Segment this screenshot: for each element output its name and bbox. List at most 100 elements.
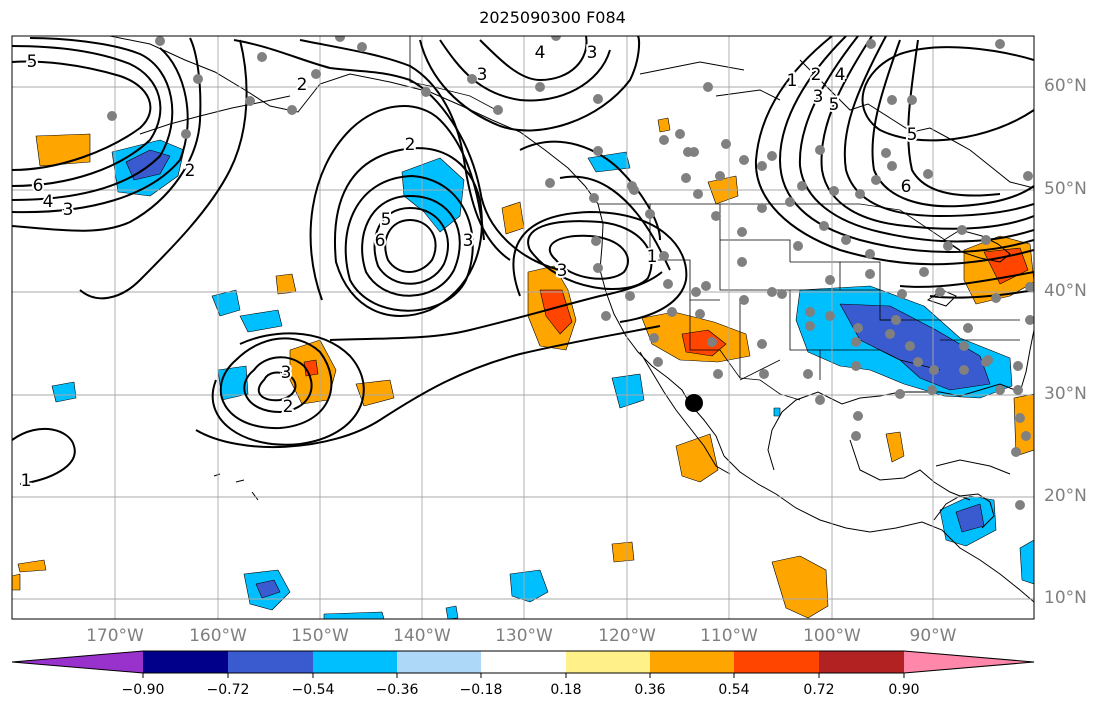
contour-label: 2 — [405, 135, 416, 155]
contour-lines — [12, 36, 1034, 485]
station-dot — [311, 69, 321, 79]
contour-label: 5 — [907, 125, 918, 145]
contour-label: 2 — [297, 75, 308, 95]
colorbar-extend-max — [904, 651, 1034, 673]
colorbar-tick-label: −0.54 — [291, 682, 335, 698]
station-dot — [691, 287, 701, 297]
station-dot — [885, 329, 895, 339]
anomaly-shading — [12, 117, 1034, 619]
anomaly-region — [1013, 393, 1034, 457]
station-dot — [649, 333, 659, 343]
station-dot — [739, 295, 749, 305]
station-dot — [421, 87, 431, 97]
contour-label: 1 — [787, 71, 798, 91]
longitude-label: 160°W — [189, 626, 247, 646]
contour-label: 5 — [381, 210, 392, 230]
station-dot — [887, 161, 897, 171]
station-dot — [793, 241, 803, 251]
contour-labels: 5 6 4 3 2 2 6 5 2 3 3 2 3 3 1 1 4 3 1 2 — [19, 41, 920, 493]
anomaly-region — [239, 309, 283, 333]
station-dot — [841, 235, 851, 245]
station-dot — [653, 357, 663, 367]
station-dot — [797, 181, 807, 191]
station-dot — [757, 339, 767, 349]
contour-label: 6 — [33, 176, 44, 196]
station-dot — [905, 341, 915, 351]
station-dot — [805, 307, 815, 317]
longitude-label: 140°W — [393, 626, 451, 646]
station-dot — [107, 111, 117, 121]
station-dot — [535, 82, 545, 92]
station-dot — [357, 42, 367, 52]
latitude-label: 50°N — [1044, 179, 1087, 199]
colorbar-tick-label: −0.90 — [121, 682, 165, 698]
colorbar-segment — [143, 651, 228, 673]
anomaly-region — [539, 289, 573, 335]
anomaly-region — [323, 611, 385, 619]
station-dot — [737, 257, 747, 267]
station-dot — [545, 178, 555, 188]
station-dot — [1023, 171, 1033, 181]
station-dot — [1025, 282, 1034, 292]
latitude-label: 60°N — [1044, 76, 1087, 96]
station-dot — [957, 225, 967, 235]
contour-label: 2 — [811, 65, 822, 85]
station-dot — [681, 173, 691, 183]
contour-label: 5 — [829, 95, 840, 115]
station-dot — [815, 395, 825, 405]
station-dot — [865, 249, 875, 259]
contour-label: 3 — [463, 231, 474, 251]
longitude-label: 150°W — [291, 626, 349, 646]
lat-lon-grid — [12, 36, 1034, 619]
station-dot — [1015, 500, 1025, 510]
colorbar-tick-label: −0.36 — [375, 682, 419, 698]
station-markers — [107, 36, 1034, 510]
colorbar-tick-label: 0.72 — [803, 682, 835, 698]
station-dot — [777, 289, 787, 299]
colorbar-tick-label: 0.54 — [718, 682, 750, 698]
longitude-label: 170°W — [86, 626, 144, 646]
longitude-label: 130°W — [495, 626, 553, 646]
station-dot — [593, 146, 603, 156]
station-dot — [919, 267, 929, 277]
station-dot — [659, 251, 669, 261]
station-dot — [493, 105, 503, 115]
station-dot — [711, 211, 721, 221]
station-dot — [659, 135, 669, 145]
colorbar-segment — [313, 651, 397, 673]
station-dot — [865, 269, 875, 279]
station-dot — [767, 287, 777, 297]
contour-label: 3 — [63, 200, 74, 220]
station-dot — [1013, 361, 1023, 371]
anomaly-region — [445, 605, 459, 619]
station-dot — [707, 337, 717, 347]
highlighted-point-marker — [685, 394, 703, 412]
anomaly-region — [675, 433, 719, 483]
station-dot — [895, 389, 905, 399]
station-dot — [923, 169, 933, 179]
colorbar-segment — [566, 651, 650, 673]
anomaly-region — [773, 407, 781, 417]
contour-label: 6 — [901, 177, 912, 197]
latitude-label: 40°N — [1044, 281, 1087, 301]
station-dot — [853, 323, 863, 333]
station-dot — [1021, 431, 1031, 441]
contour-label: 3 — [587, 43, 598, 63]
station-dot — [193, 74, 203, 84]
colorbar-tick-label: −0.18 — [459, 682, 503, 698]
station-dot — [825, 275, 835, 285]
station-dot — [815, 145, 825, 155]
station-dot — [663, 279, 673, 289]
colorbar-segment — [650, 651, 734, 673]
colorbar-tick-label: 0.18 — [550, 682, 582, 698]
station-dot — [855, 189, 865, 199]
station-dot — [551, 36, 561, 41]
anomaly-region — [17, 559, 47, 573]
station-dot — [601, 311, 611, 321]
anomaly-region — [355, 379, 395, 407]
contour-label: 6 — [375, 231, 386, 251]
station-dot — [693, 189, 703, 199]
station-dot — [759, 369, 769, 379]
